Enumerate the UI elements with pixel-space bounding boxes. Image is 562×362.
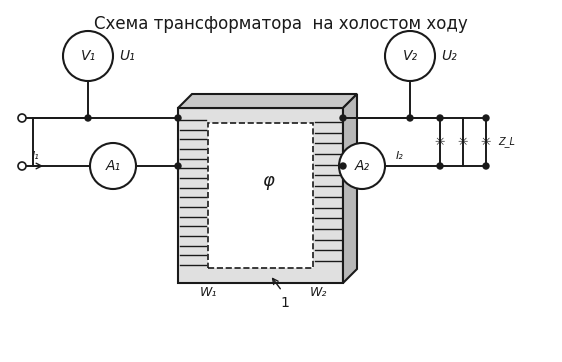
Circle shape	[340, 115, 346, 121]
Polygon shape	[178, 94, 357, 108]
Circle shape	[175, 163, 181, 169]
Text: V₂: V₂	[402, 49, 418, 63]
Polygon shape	[343, 94, 357, 283]
Circle shape	[385, 31, 435, 81]
Circle shape	[340, 163, 346, 169]
Circle shape	[437, 163, 443, 169]
Text: A₂: A₂	[355, 159, 370, 173]
Text: ✳: ✳	[481, 135, 491, 148]
Bar	[178, 108, 343, 283]
Circle shape	[483, 163, 489, 169]
Circle shape	[63, 31, 113, 81]
Text: Схема трансформатора  на холостом ходу: Схема трансформатора на холостом ходу	[94, 15, 468, 33]
Circle shape	[90, 143, 136, 189]
Text: U₂: U₂	[441, 49, 457, 63]
Text: U₁: U₁	[119, 49, 135, 63]
Circle shape	[407, 115, 413, 121]
Text: I₂: I₂	[396, 151, 404, 161]
Circle shape	[18, 114, 26, 122]
Circle shape	[175, 115, 181, 121]
Circle shape	[483, 115, 489, 121]
Text: W₁: W₁	[200, 286, 217, 299]
Text: A₁: A₁	[106, 159, 121, 173]
Circle shape	[85, 115, 91, 121]
Text: ✳: ✳	[458, 135, 468, 148]
Text: φ: φ	[262, 172, 274, 190]
Text: Z_L: Z_L	[498, 136, 515, 147]
Circle shape	[18, 162, 26, 170]
Text: W₂: W₂	[309, 286, 327, 299]
Text: I₁: I₁	[32, 151, 40, 161]
Circle shape	[339, 143, 385, 189]
Text: V₁: V₁	[80, 49, 96, 63]
Bar	[208, 123, 313, 268]
Text: 1: 1	[280, 296, 289, 310]
Circle shape	[437, 115, 443, 121]
Text: ✳: ✳	[435, 135, 445, 148]
